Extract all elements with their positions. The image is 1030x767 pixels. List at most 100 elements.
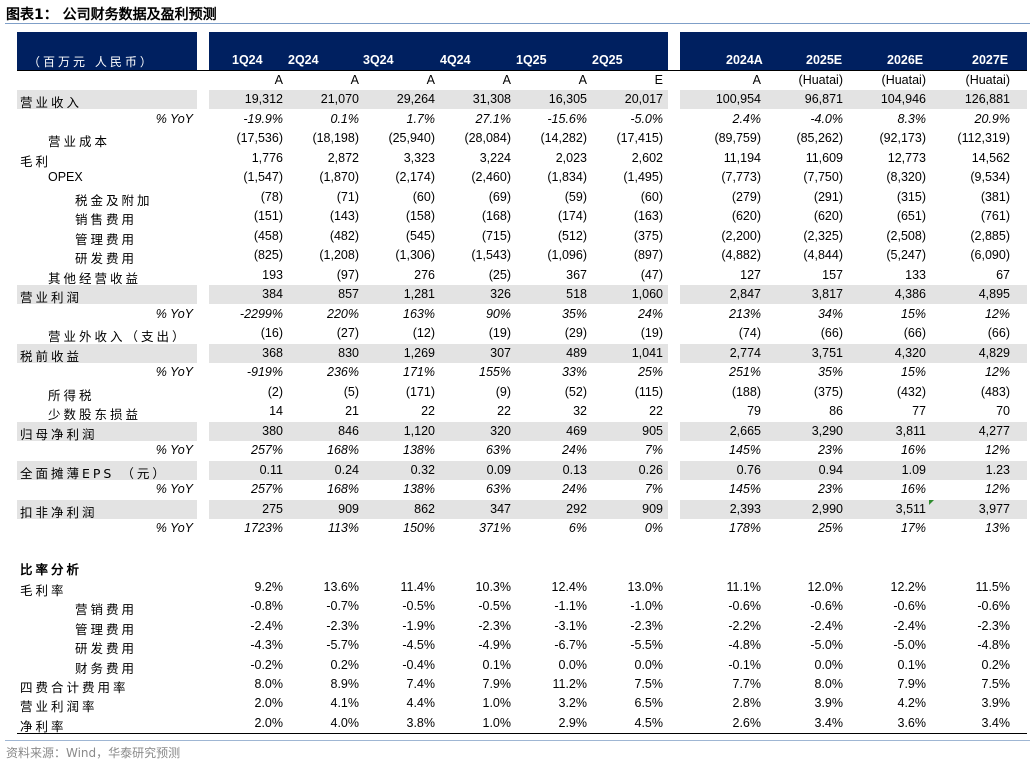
cell-value: 33% bbox=[561, 365, 587, 379]
table-row: 扣非净利润 275 909 862 347 292 909 2,393 2,990 3,511 3,… bbox=[0, 499, 1030, 520]
cell-value: (715) bbox=[481, 228, 511, 243]
cell-value: 155% bbox=[479, 365, 511, 379]
cell-value: (17,415) bbox=[616, 131, 663, 145]
figure-title: 图表1： 公司财务数据及盈利预测 bbox=[6, 7, 217, 23]
cell-value: 3,817 bbox=[811, 287, 843, 301]
cell-value: (29) bbox=[564, 326, 587, 340]
cell-value: (18,198) bbox=[312, 131, 359, 145]
cell-value: 86 bbox=[829, 404, 843, 418]
cell-value: (2,508) bbox=[886, 228, 926, 243]
row-label: % YoY bbox=[155, 521, 193, 535]
cell-value: 3.9% bbox=[981, 696, 1011, 711]
cell-value: (4,882) bbox=[721, 248, 761, 262]
cell-value: 35% bbox=[561, 306, 587, 321]
row-label: 毛利率 bbox=[20, 583, 67, 598]
cell-value: 11.2% bbox=[552, 677, 587, 691]
cell-value: (85,262) bbox=[796, 131, 843, 145]
cell-value: 8.0% bbox=[254, 677, 284, 691]
yoy-row: % YoY -919% 236% 171% 155% 33% 25% 251% 35% 15% 12… bbox=[0, 363, 1030, 382]
cell-value: 168% bbox=[327, 482, 359, 496]
cell-value: 830 bbox=[338, 345, 359, 360]
column-status: A bbox=[426, 73, 435, 87]
cell-value: (158) bbox=[405, 209, 435, 223]
row-label: 销售费用 bbox=[75, 212, 138, 227]
row-label: 管理费用 bbox=[75, 621, 138, 637]
cell-value: 3.4% bbox=[814, 715, 844, 730]
row-label: 扣非净利润 bbox=[20, 504, 98, 520]
cell-value: 4,320 bbox=[894, 345, 926, 360]
cell-value: (2,325) bbox=[803, 228, 843, 243]
header-quarter-block bbox=[209, 32, 668, 70]
cell-value: 1.0% bbox=[482, 715, 512, 730]
row-label: 四费合计费用率 bbox=[20, 680, 129, 695]
cell-value: -15.6% bbox=[547, 111, 587, 126]
cell-value: 22 bbox=[649, 404, 663, 418]
cell-value: (78) bbox=[260, 189, 283, 204]
table-row: 全面摊薄EPS （元） 0.11 0.24 0.32 0.09 0.13 0.26 0.76 0… bbox=[0, 460, 1030, 481]
cell-value: 1,060 bbox=[631, 287, 663, 301]
cell-value: 909 bbox=[642, 501, 663, 516]
row-label: 所得税 bbox=[48, 387, 95, 403]
cell-value: 6.5% bbox=[634, 696, 664, 711]
cell-value: 380 bbox=[262, 423, 283, 438]
row-shading bbox=[17, 343, 197, 363]
cell-value: 1,041 bbox=[631, 345, 663, 360]
cell-value: 3.8% bbox=[406, 715, 436, 730]
cell-value: 13.6% bbox=[323, 580, 359, 594]
cell-value: (143) bbox=[329, 209, 359, 223]
cell-value: (620) bbox=[731, 209, 761, 223]
cell-value: (9,534) bbox=[970, 170, 1010, 184]
table-row: OPEX (1,547) (1,870) (2,174) (2,460) (1,834) (… bbox=[0, 168, 1030, 187]
cell-value: 15% bbox=[900, 365, 926, 379]
row-label: % YoY bbox=[155, 111, 193, 126]
column-header: 2Q25 bbox=[592, 53, 623, 67]
cell-value: (27) bbox=[336, 326, 359, 340]
cell-value: 7% bbox=[644, 443, 663, 457]
cell-value: (279) bbox=[731, 189, 761, 204]
cell-value: 14,562 bbox=[971, 150, 1010, 165]
cell-value: 12.4% bbox=[551, 580, 587, 594]
cell-value: 67 bbox=[996, 267, 1010, 282]
cell-value: 13.0% bbox=[627, 580, 663, 594]
cell-value: 367 bbox=[566, 267, 587, 282]
cell-value: -2.4% bbox=[810, 618, 843, 633]
cell-value: 12.2% bbox=[890, 580, 926, 594]
cell-value: 1.7% bbox=[406, 111, 436, 126]
table-row: 其他经营收益 193 (97) 276 (25) 367 (47) 127 157 133 67 bbox=[0, 266, 1030, 286]
cell-value: 251% bbox=[729, 365, 761, 379]
cell-value: -919% bbox=[246, 365, 283, 379]
cell-value: (97) bbox=[336, 267, 359, 282]
cell-value: (483) bbox=[980, 384, 1010, 399]
row-shading bbox=[209, 343, 668, 363]
column-header: 2025E bbox=[806, 53, 843, 67]
cell-value: 150% bbox=[403, 521, 435, 535]
cell-value: 2,847 bbox=[729, 287, 761, 301]
cell-value: -0.1% bbox=[728, 657, 761, 672]
cell-value: 7.7% bbox=[732, 677, 762, 691]
cell-value: -4.8% bbox=[728, 638, 761, 653]
cell-value: 213% bbox=[729, 306, 761, 321]
cell-value: (6,090) bbox=[970, 248, 1010, 262]
row-label: 营业利润 bbox=[20, 290, 83, 305]
cell-value: -0.6% bbox=[977, 599, 1010, 614]
cell-value: (1,208) bbox=[319, 248, 359, 262]
cell-value: 11.5% bbox=[975, 580, 1010, 594]
cell-value: 113% bbox=[327, 521, 359, 535]
row-label: 少数股东损益 bbox=[48, 407, 142, 422]
cell-value: 29,264 bbox=[396, 92, 435, 106]
cell-value: (17,536) bbox=[236, 131, 283, 145]
row-shading bbox=[680, 343, 1027, 363]
cell-value: 3,751 bbox=[811, 345, 843, 360]
cell-value: 168% bbox=[327, 443, 359, 457]
cell-value: 2,393 bbox=[729, 501, 761, 516]
cell-value: 0.1% bbox=[897, 657, 927, 672]
cell-value: -2.4% bbox=[250, 618, 283, 633]
row-label: % YoY bbox=[155, 365, 193, 379]
row-label: 全面摊薄EPS （元） bbox=[20, 465, 168, 481]
cell-value: -4.8% bbox=[977, 638, 1010, 653]
cell-value: (5,247) bbox=[886, 248, 926, 262]
table-row: 营销费用 -0.8% -0.7% -0.5% -0.5% -1.1% -1.0% -0.6% -… bbox=[0, 597, 1030, 617]
cell-value: 157 bbox=[822, 267, 843, 282]
table-row: 研发费用 (825) (1,208) (1,306) (1,543) (1,096) (89… bbox=[0, 246, 1030, 266]
cell-value: (1,543) bbox=[471, 248, 511, 262]
